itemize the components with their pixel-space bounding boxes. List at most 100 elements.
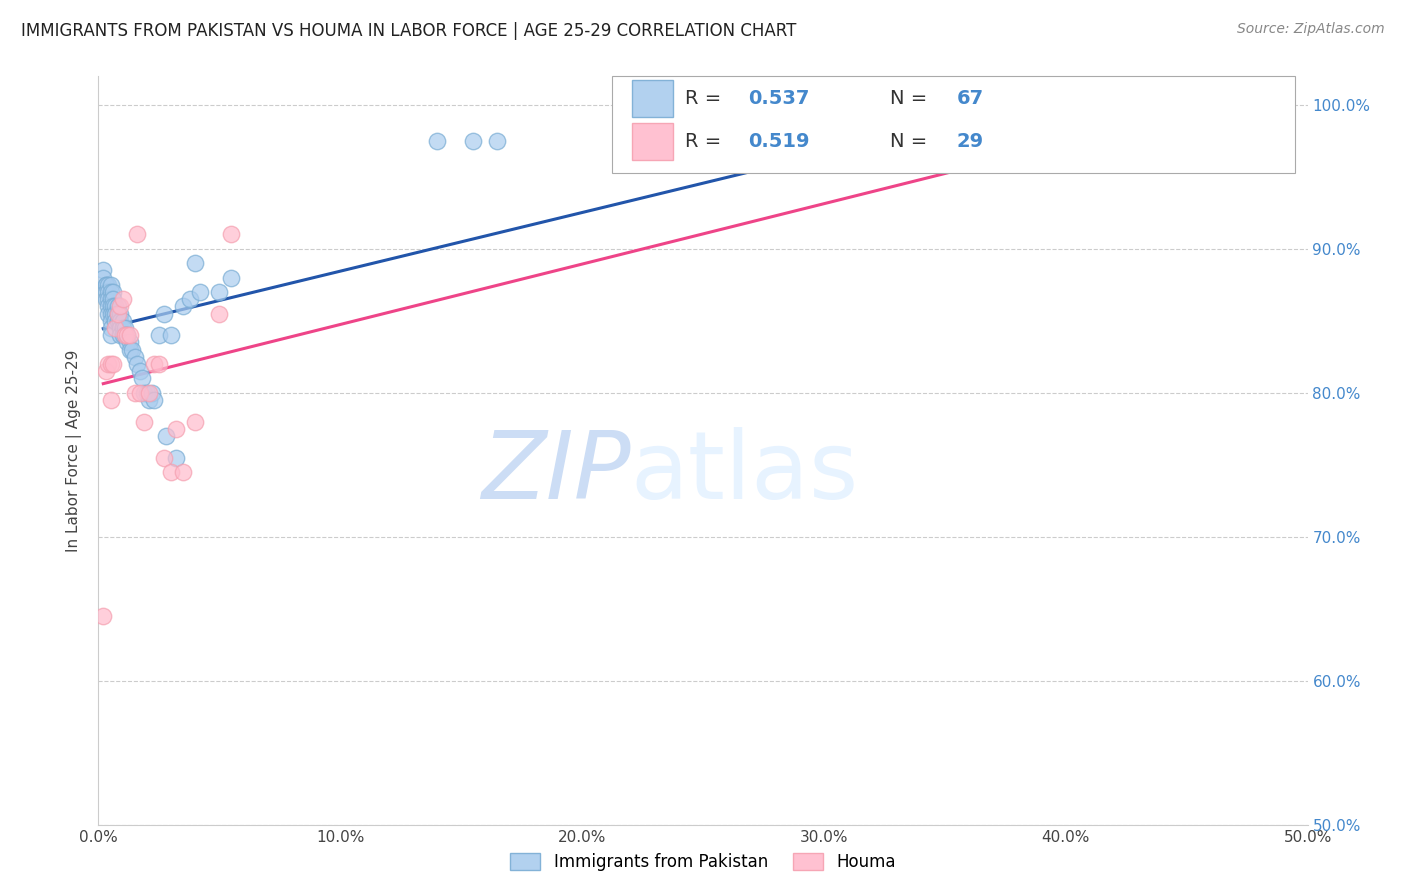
- Point: [100, 314, 122, 328]
- Text: 0.537: 0.537: [748, 89, 808, 108]
- Point: [108, 314, 131, 328]
- Point: [100, 292, 122, 306]
- Point: [128, 385, 150, 400]
- Point: [100, 299, 122, 313]
- Point: [104, 321, 127, 335]
- Point: [184, 415, 207, 429]
- Point: [135, 385, 157, 400]
- Point: [118, 343, 141, 357]
- Legend: Immigrants from Pakistan, Houma: Immigrants from Pakistan, Houma: [502, 845, 904, 880]
- Point: [100, 328, 122, 343]
- Point: [107, 307, 129, 321]
- Point: [124, 350, 146, 364]
- Point: [100, 307, 122, 321]
- Point: [101, 285, 124, 299]
- Point: [117, 328, 139, 343]
- Point: [463, 134, 485, 148]
- Point: [208, 285, 231, 299]
- Point: [114, 328, 136, 343]
- Point: [94, 292, 117, 306]
- Point: [179, 292, 201, 306]
- Point: [172, 465, 194, 479]
- Point: [108, 299, 131, 313]
- Point: [111, 314, 134, 328]
- Point: [100, 285, 122, 299]
- Point: [486, 134, 509, 148]
- Point: [127, 227, 149, 242]
- Point: [104, 307, 127, 321]
- Point: [104, 299, 127, 313]
- Point: [152, 450, 174, 465]
- Point: [143, 392, 166, 407]
- Point: [97, 357, 120, 371]
- Text: 29: 29: [957, 132, 984, 152]
- Text: R =: R =: [685, 132, 727, 152]
- Text: 0.519: 0.519: [748, 132, 810, 152]
- Point: [101, 299, 124, 313]
- Point: [94, 277, 117, 292]
- Text: atlas: atlas: [630, 427, 859, 519]
- Point: [94, 277, 117, 292]
- Point: [100, 277, 122, 292]
- Point: [131, 371, 153, 385]
- Point: [111, 292, 134, 306]
- Point: [160, 328, 183, 343]
- Text: IMMIGRANTS FROM PAKISTAN VS HOUMA IN LABOR FORCE | AGE 25-29 CORRELATION CHART: IMMIGRANTS FROM PAKISTAN VS HOUMA IN LAB…: [21, 22, 796, 40]
- Point: [100, 392, 122, 407]
- Point: [1152, 134, 1174, 148]
- Text: R =: R =: [685, 89, 727, 108]
- Point: [165, 422, 187, 436]
- Point: [138, 392, 160, 407]
- Point: [91, 270, 114, 285]
- FancyBboxPatch shape: [613, 76, 1295, 173]
- Text: Source: ZipAtlas.com: Source: ZipAtlas.com: [1237, 22, 1385, 37]
- Point: [114, 328, 136, 343]
- Point: [134, 385, 156, 400]
- Point: [100, 357, 122, 371]
- Point: [107, 307, 129, 321]
- Point: [100, 321, 122, 335]
- Point: [107, 314, 129, 328]
- Point: [108, 321, 131, 335]
- Point: [141, 385, 163, 400]
- Y-axis label: In Labor Force | Age 25-29: In Labor Force | Age 25-29: [66, 350, 83, 551]
- FancyBboxPatch shape: [631, 123, 672, 161]
- Point: [155, 429, 177, 443]
- Point: [108, 307, 131, 321]
- Point: [221, 270, 243, 285]
- Point: [188, 285, 211, 299]
- Point: [127, 357, 149, 371]
- Point: [91, 609, 114, 624]
- Point: [148, 328, 170, 343]
- Point: [101, 292, 124, 306]
- FancyBboxPatch shape: [631, 80, 672, 118]
- Point: [118, 328, 141, 343]
- Point: [117, 335, 139, 350]
- Point: [104, 314, 127, 328]
- Point: [128, 364, 150, 378]
- Point: [148, 357, 170, 371]
- Point: [94, 364, 117, 378]
- Point: [97, 292, 120, 306]
- Point: [97, 299, 120, 313]
- Point: [134, 415, 156, 429]
- Point: [184, 256, 207, 270]
- Point: [143, 357, 166, 371]
- Point: [117, 328, 139, 343]
- Point: [208, 307, 231, 321]
- Point: [111, 321, 134, 335]
- Point: [101, 357, 124, 371]
- Point: [97, 285, 120, 299]
- Point: [172, 299, 194, 313]
- Point: [152, 307, 174, 321]
- Point: [165, 450, 187, 465]
- Point: [114, 321, 136, 335]
- Point: [124, 385, 146, 400]
- Point: [107, 299, 129, 313]
- Point: [118, 335, 141, 350]
- Point: [221, 227, 243, 242]
- Point: [101, 307, 124, 321]
- Text: ZIP: ZIP: [481, 427, 630, 518]
- Point: [426, 134, 449, 148]
- Point: [1128, 134, 1150, 148]
